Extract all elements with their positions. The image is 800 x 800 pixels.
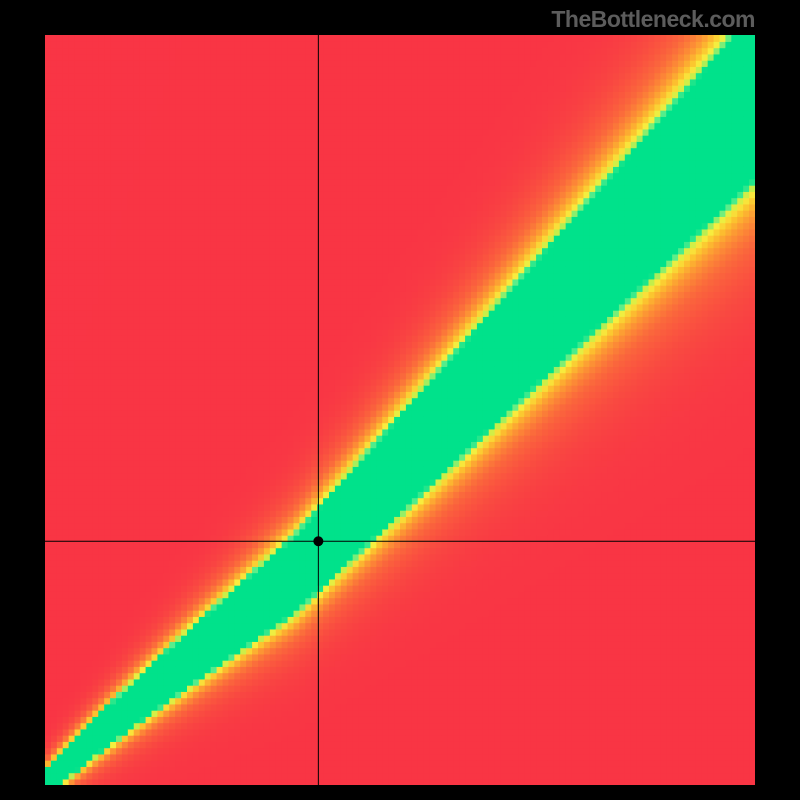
bottleneck-heatmap (45, 35, 755, 785)
watermark-text: TheBottleneck.com (551, 6, 755, 33)
chart-container: TheBottleneck.com (0, 0, 800, 800)
